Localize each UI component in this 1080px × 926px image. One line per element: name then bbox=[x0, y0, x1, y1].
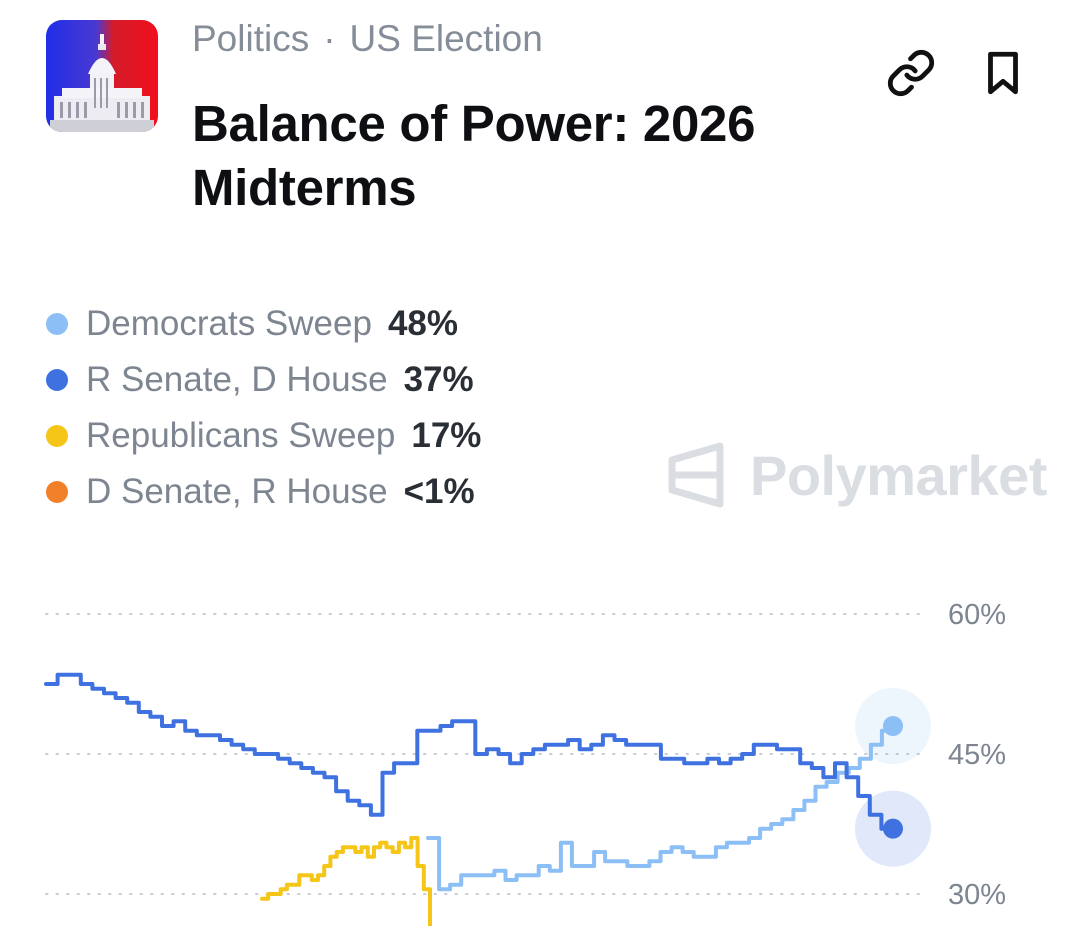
legend-item-republicans-sweep[interactable]: Republicans Sweep 17% bbox=[46, 408, 481, 464]
capitol-building-icon bbox=[46, 20, 158, 132]
outcome-legend: Democrats Sweep 48% R Senate, D House 37… bbox=[46, 296, 481, 520]
page-title: Balance of Power: 2026 Midterms bbox=[192, 95, 756, 216]
bookmark-icon bbox=[988, 51, 1018, 95]
link-icon bbox=[887, 49, 935, 97]
end-markers bbox=[855, 688, 931, 867]
bookmark-button[interactable] bbox=[976, 46, 1030, 100]
legend-item-r-senate-d-house[interactable]: R Senate, D House 37% bbox=[46, 352, 481, 408]
y-axis-ticks: 60% 45% 30% bbox=[948, 599, 1006, 911]
legend-value: <1% bbox=[403, 472, 475, 511]
legend-value: 37% bbox=[403, 360, 474, 399]
breadcrumb-subcategory[interactable]: US Election bbox=[349, 18, 543, 59]
market-image[interactable] bbox=[46, 20, 158, 132]
legend-label: Democrats Sweep bbox=[86, 304, 372, 343]
series-line-republicans-sweep bbox=[260, 836, 432, 926]
watermark-text: Polymarket bbox=[750, 443, 1047, 507]
legend-dot bbox=[46, 313, 68, 335]
chart-series bbox=[44, 672, 895, 926]
polymarket-watermark: Polymarket bbox=[666, 440, 1047, 510]
legend-label: R Senate, D House bbox=[86, 360, 388, 399]
series-line-r-senate-d-house bbox=[44, 672, 895, 831]
y-tick-label: 60% bbox=[948, 599, 1006, 631]
y-tick-label: 45% bbox=[948, 739, 1006, 771]
end-marker-dot[interactable] bbox=[883, 716, 903, 736]
y-tick-label: 30% bbox=[948, 879, 1006, 911]
legend-label: D Senate, R House bbox=[86, 472, 388, 511]
end-marker-dot[interactable] bbox=[883, 818, 903, 839]
legend-item-democrats-sweep[interactable]: Democrats Sweep 48% bbox=[46, 296, 481, 352]
breadcrumb-separator: · bbox=[323, 18, 336, 59]
legend-dot bbox=[46, 425, 68, 447]
breadcrumb-category[interactable]: Politics bbox=[192, 18, 310, 59]
legend-item-d-senate-r-house[interactable]: D Senate, R House <1% bbox=[46, 464, 481, 520]
price-history-chart[interactable]: 60% 45% 30% bbox=[0, 560, 1080, 926]
legend-value: 17% bbox=[411, 416, 482, 455]
copy-link-button[interactable] bbox=[884, 46, 938, 100]
legend-value: 48% bbox=[387, 304, 459, 343]
breadcrumb: Politics · US Election bbox=[192, 18, 543, 60]
legend-dot bbox=[46, 369, 68, 391]
polymarket-logo-icon bbox=[668, 442, 724, 508]
legend-dot bbox=[46, 481, 68, 503]
series-line-democrats-sweep bbox=[426, 724, 895, 892]
legend-label: Republicans Sweep bbox=[86, 416, 396, 455]
